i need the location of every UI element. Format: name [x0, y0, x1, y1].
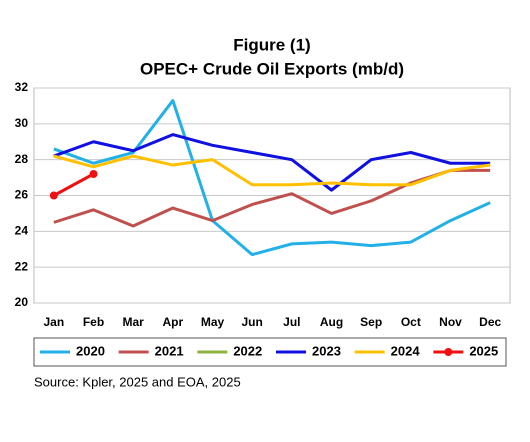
x-tick-label: Apr — [162, 315, 183, 329]
series-line — [53, 133, 491, 192]
legend-label: 2020 — [76, 343, 105, 358]
source: Source: Kpler, 2025 and EOA, 2025 — [34, 374, 241, 389]
x-tick-label: Mar — [122, 315, 144, 329]
y-tick-label: 30 — [15, 116, 29, 130]
legend-label: 2025 — [469, 343, 498, 358]
series-line — [53, 154, 491, 187]
legend-marker — [444, 348, 453, 356]
y-tick-label: 32 — [15, 80, 29, 94]
x-tick-label: Dec — [479, 315, 501, 329]
y-tick-label: 26 — [15, 188, 29, 202]
series-line — [53, 172, 95, 197]
y-tick-label: 22 — [15, 259, 29, 273]
x-tick-label: Nov — [439, 315, 462, 329]
legend — [33, 337, 507, 367]
x-tick-label: Oct — [401, 315, 421, 329]
chart-title: Figure (1) — [233, 35, 310, 54]
x-tick-label: May — [201, 315, 225, 329]
legend-label: 2022 — [233, 343, 262, 358]
y-tick-label: 24 — [15, 224, 29, 238]
x-tick-label: Sep — [360, 315, 382, 329]
y-tick-label: 28 — [15, 152, 29, 166]
point — [89, 170, 98, 178]
legend-label: 2021 — [155, 343, 184, 358]
point — [49, 191, 58, 200]
x-tick-label: Jan — [43, 315, 64, 329]
x-tick-label: Aug — [320, 315, 343, 329]
x-tick-label: Feb — [83, 315, 104, 329]
series-line — [53, 99, 491, 257]
x-tick-label: Jun — [241, 315, 262, 329]
legend-label: 2024 — [391, 343, 421, 358]
legend-label: 2023 — [312, 343, 341, 358]
chart-subtitle: OPEC+ Crude Oil Exports (mb/d) — [140, 59, 404, 78]
y-tick-label: 20 — [15, 295, 29, 309]
x-tick-label: Jul — [283, 315, 300, 329]
